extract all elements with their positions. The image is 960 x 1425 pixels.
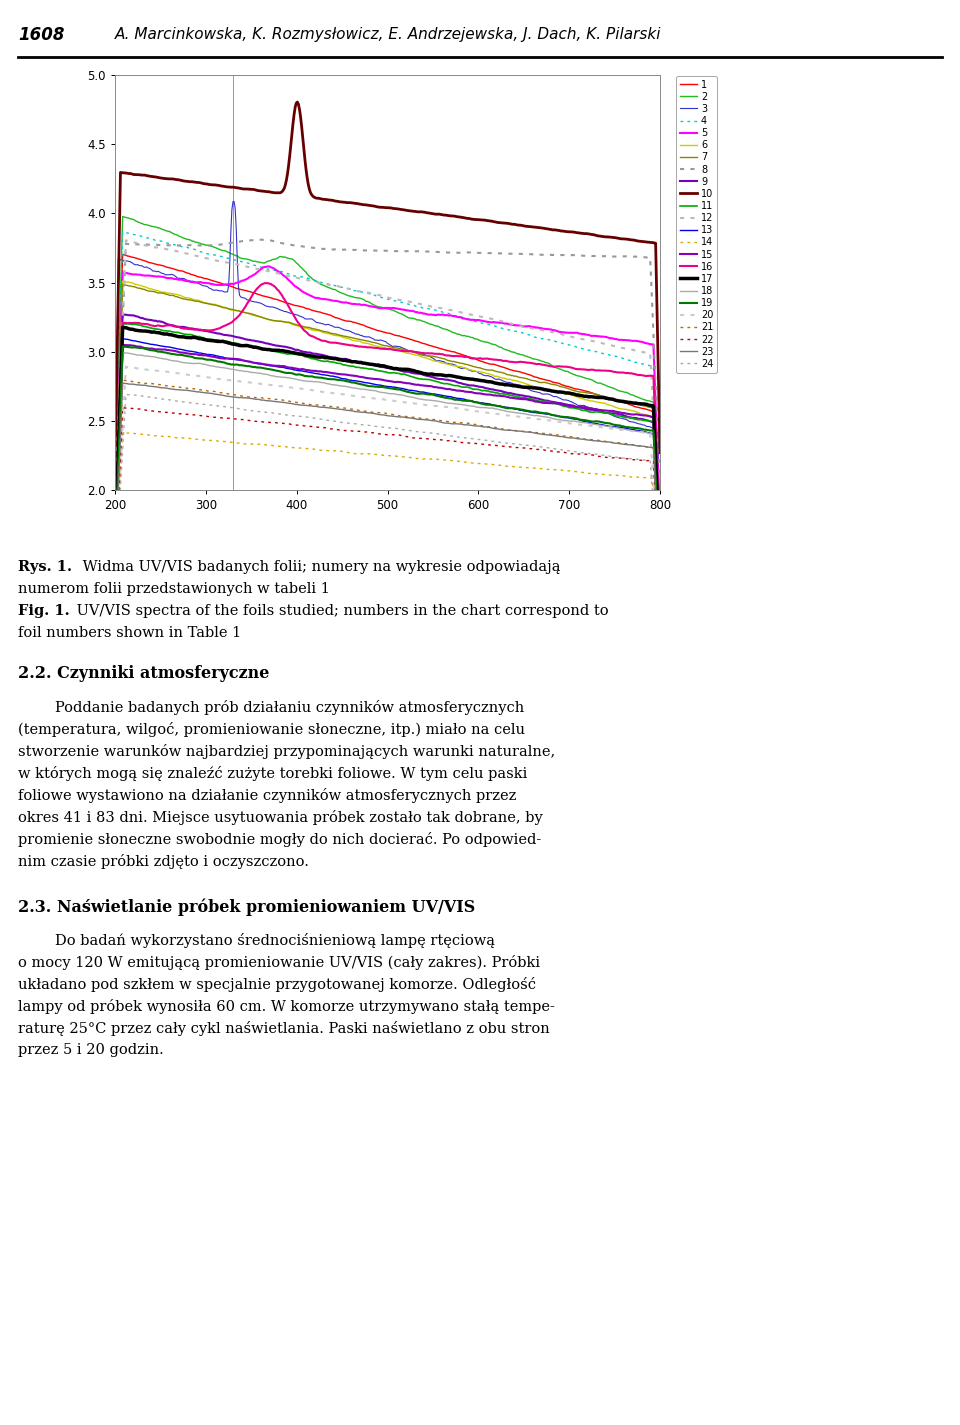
Text: promienie słoneczne swobodnie mogły do nich docierać. Po odpowied-: promienie słoneczne swobodnie mogły do n… xyxy=(18,832,541,846)
Text: 1608: 1608 xyxy=(18,26,64,44)
Text: raturę 25°C przez cały cykl naświetlania. Paski naświetlano z obu stron: raturę 25°C przez cały cykl naświetlania… xyxy=(18,1020,550,1036)
Text: stworzenie warunków najbardziej przypominających warunki naturalne,: stworzenie warunków najbardziej przypomi… xyxy=(18,744,555,760)
Text: 2.3. Naświetlanie próbek promieniowaniem UV/VIS: 2.3. Naświetlanie próbek promieniowaniem… xyxy=(18,898,475,915)
Text: okres 41 i 83 dni. Miejsce usytuowania próbek zostało tak dobrane, by: okres 41 i 83 dni. Miejsce usytuowania p… xyxy=(18,809,542,825)
Text: nim czasie próbki zdjęto i oczyszczono.: nim czasie próbki zdjęto i oczyszczono. xyxy=(18,854,309,869)
Text: przez 5 i 20 godzin.: przez 5 i 20 godzin. xyxy=(18,1043,164,1057)
Text: Do badań wykorzystano średnociśnieniową lampę rtęciową: Do badań wykorzystano średnociśnieniową … xyxy=(18,933,495,948)
Text: A. Marcinkowska, K. Rozmysłowicz, E. Andrzejewska, J. Dach, K. Pilarski: A. Marcinkowska, K. Rozmysłowicz, E. And… xyxy=(115,27,661,43)
Text: Widma UV/VIS badanych folii; numery na wykresie odpowiadają: Widma UV/VIS badanych folii; numery na w… xyxy=(78,560,561,574)
Text: lampy od próbek wynosiła 60 cm. W komorze utrzymywano stałą tempe-: lampy od próbek wynosiła 60 cm. W komorz… xyxy=(18,999,555,1015)
Text: numerom folii przedstawionych w tabeli 1: numerom folii przedstawionych w tabeli 1 xyxy=(18,581,330,596)
Text: foil numbers shown in Table 1: foil numbers shown in Table 1 xyxy=(18,626,241,640)
Text: foliowe wystawiono na działanie czynników atmosferycznych przez: foliowe wystawiono na działanie czynnikó… xyxy=(18,788,516,804)
Legend: 1, 2, 3, 4, 5, 6, 7, 8, 9, 10, 11, 12, 13, 14, 15, 16, 17, 18, 19, 20, 21, 22, 2: 1, 2, 3, 4, 5, 6, 7, 8, 9, 10, 11, 12, 1… xyxy=(676,76,717,373)
Text: UV/VIS spectra of the foils studied; numbers in the chart correspond to: UV/VIS spectra of the foils studied; num… xyxy=(72,604,609,618)
Text: Poddanie badanych prób działaniu czynników atmosferycznych: Poddanie badanych prób działaniu czynnik… xyxy=(18,700,524,715)
Text: Fig. 1.: Fig. 1. xyxy=(18,604,70,618)
Text: Rys. 1.: Rys. 1. xyxy=(18,560,72,574)
Text: 2.2. Czynniki atmosferyczne: 2.2. Czynniki atmosferyczne xyxy=(18,665,270,683)
Text: (temperatura, wilgoć, promieniowanie słoneczne, itp.) miało na celu: (temperatura, wilgoć, promieniowanie sło… xyxy=(18,722,525,737)
Text: układano pod szkłem w specjalnie przygotowanej komorze. Odległość: układano pod szkłem w specjalnie przygot… xyxy=(18,978,536,992)
Text: w których mogą się znaleźć zużyte torebki foliowe. W tym celu paski: w których mogą się znaleźć zużyte torebk… xyxy=(18,767,527,781)
Text: o mocy 120 W emitującą promieniowanie UV/VIS (cały zakres). Próbki: o mocy 120 W emitującą promieniowanie UV… xyxy=(18,955,540,970)
